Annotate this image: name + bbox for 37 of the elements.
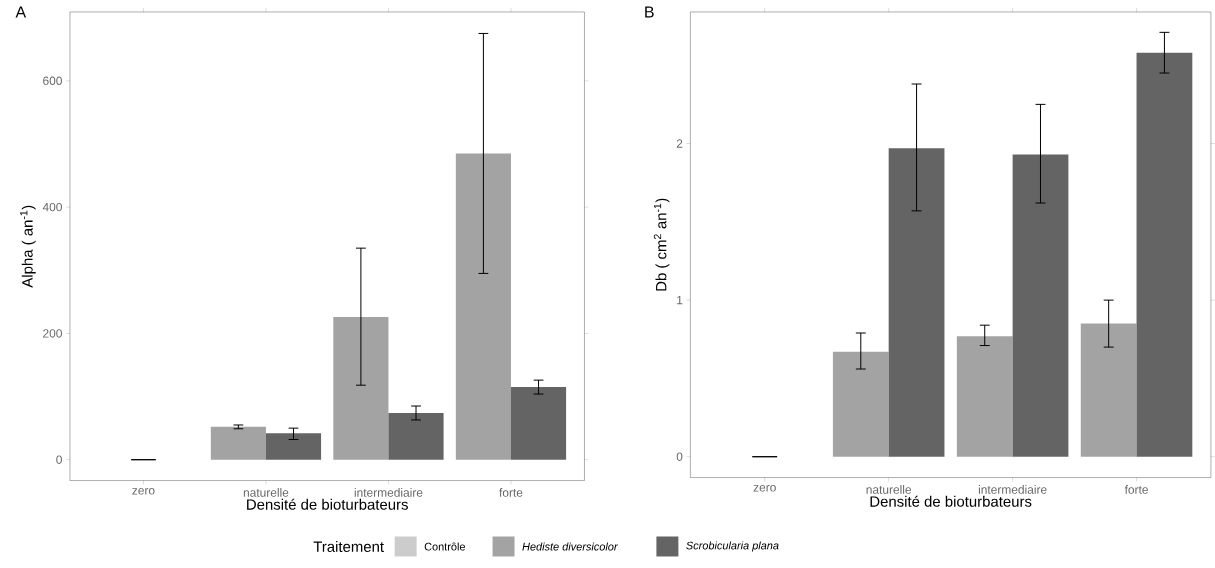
bar bbox=[510, 386, 567, 460]
bar bbox=[956, 335, 1013, 457]
bar bbox=[1080, 323, 1137, 457]
bar bbox=[333, 316, 389, 460]
x-tick-label: zero bbox=[753, 484, 776, 492]
x-axis-title: Densité de bioturbateurs bbox=[247, 498, 408, 510]
x-tick-label: forte bbox=[499, 487, 523, 497]
y-axis-title: Alpha ( an$^{-1}$) bbox=[20, 205, 36, 288]
chart-title: B bbox=[645, 6, 654, 18]
x-tick-label: intermediaire bbox=[354, 487, 423, 497]
x-axis-title: Densité de bioturbateurs bbox=[870, 495, 1032, 507]
bar bbox=[1012, 154, 1069, 457]
legend-label: Hediste diversicolor bbox=[522, 542, 618, 551]
y-tick-label: 0 bbox=[56, 455, 62, 464]
bar bbox=[832, 351, 889, 457]
bar bbox=[1136, 52, 1193, 457]
y-tick-label: 2 bbox=[676, 139, 683, 148]
legend-label: Contrôle bbox=[424, 542, 466, 551]
chart-title: A bbox=[15, 6, 27, 18]
bar bbox=[210, 426, 266, 460]
bar bbox=[888, 147, 945, 457]
y-tick-label: 0 bbox=[676, 452, 683, 461]
x-tick-label: forte bbox=[1124, 484, 1148, 494]
x-tick-label: naturelle bbox=[866, 484, 912, 494]
y-tick-label: 600 bbox=[43, 76, 62, 85]
bar bbox=[265, 432, 322, 460]
bar bbox=[388, 412, 444, 460]
x-tick-label: intermediaire bbox=[978, 484, 1047, 494]
legend-label: Scrobicularia plana bbox=[686, 541, 779, 552]
y-axis-title: Db ( cm$^{2}$ an$^{-1}$) bbox=[653, 198, 670, 291]
legend-title: Traitement bbox=[313, 540, 384, 552]
y-tick-label: 1 bbox=[677, 295, 683, 304]
y-tick-label: 200 bbox=[43, 328, 62, 338]
x-tick-label: zero bbox=[132, 487, 155, 495]
bar bbox=[455, 153, 511, 460]
y-tick-label: 400 bbox=[42, 202, 62, 212]
x-tick-label: naturelle bbox=[243, 487, 289, 497]
